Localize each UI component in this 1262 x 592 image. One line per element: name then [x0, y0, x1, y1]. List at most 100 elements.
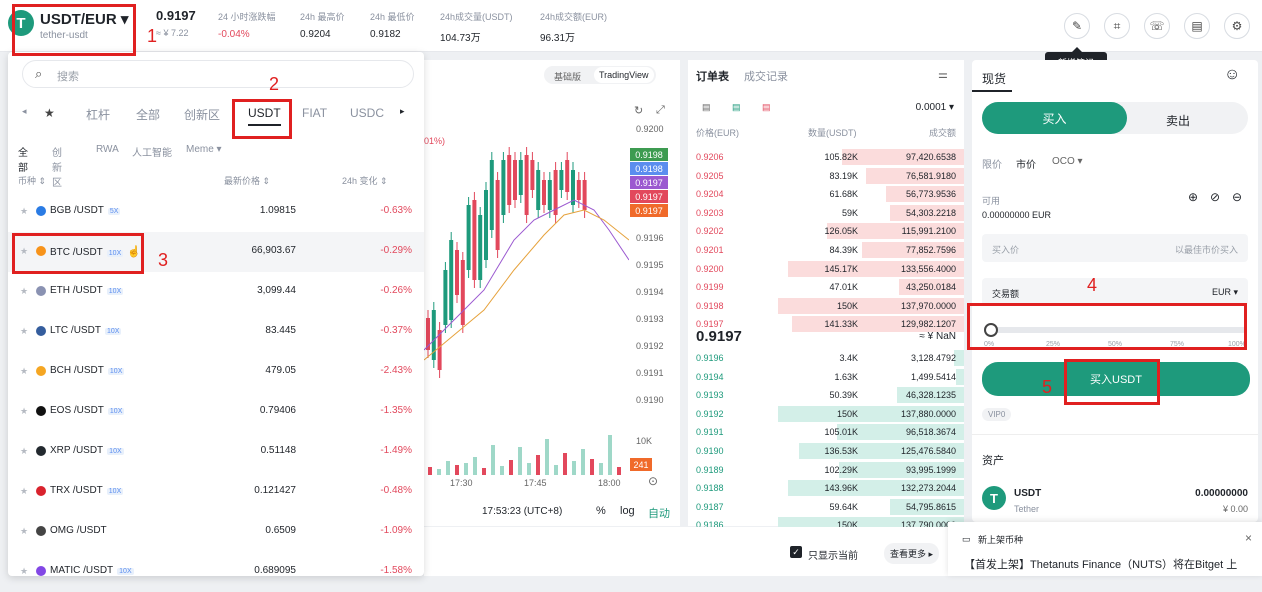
tab-orderbook[interactable]: 订单表	[696, 71, 729, 83]
slider-thumb[interactable]	[984, 323, 998, 337]
only-current-checkbox[interactable]: ✓	[790, 546, 802, 558]
favorite-star-icon[interactable]: ★	[20, 326, 29, 336]
favorite-star-icon[interactable]: ★	[20, 206, 29, 216]
fullscreen-icon[interactable]: ⤢	[656, 104, 665, 116]
bid-row[interactable]: 0.9190 136.53K 125,476.5840	[688, 442, 964, 460]
auto-button[interactable]: 自动	[648, 508, 670, 520]
bid-row[interactable]: 0.9189 102.29K 93,995.1999	[688, 461, 964, 479]
col-coin[interactable]: 币种 ⇕	[18, 176, 47, 186]
listing-notice[interactable]: ▭ 新上架币种 × 【首发上架】Thetanuts Finance（NUTS）将…	[948, 522, 1262, 576]
favorite-star-icon[interactable]: ★	[20, 566, 29, 576]
subtab-all[interactable]: 全部	[18, 148, 28, 174]
type-limit[interactable]: 限价	[982, 160, 1002, 171]
pair-selector[interactable]: USDT/EUR ▾	[40, 11, 129, 28]
tab-fiat[interactable]: FIAT	[302, 106, 328, 120]
chart-mode-switch[interactable]: 基础版 TradingView	[544, 66, 656, 84]
ask-row[interactable]: 0.9198 150K 137,970.0000	[688, 297, 964, 315]
list-item[interactable]: ★ BGB /USDT 5X 1.09815 -0.63%	[8, 192, 424, 232]
log-button[interactable]: log	[620, 505, 635, 517]
ask-row[interactable]: 0.9202 126.05K 115,991.2100	[688, 222, 964, 240]
amount-field[interactable]: 交易额 EUR ▾	[982, 278, 1248, 306]
candle	[501, 160, 506, 215]
type-oco[interactable]: OCO ▾	[1052, 156, 1083, 167]
close-icon[interactable]: ×	[1244, 531, 1252, 545]
view-bids-icon[interactable]: ▤	[732, 102, 741, 112]
calculator-icon[interactable]: ⌗	[1104, 13, 1130, 39]
buy-usdt-button[interactable]: 买入USDT	[982, 362, 1250, 396]
bid-row[interactable]: 0.9191 105.01K 96,518.3674	[688, 423, 964, 441]
support-icon[interactable]: ☏	[1144, 13, 1170, 39]
chart-settings-icon[interactable]: ⊙	[648, 474, 659, 488]
bid-row[interactable]: 0.9188 143.96K 132,273.2044	[688, 479, 964, 497]
ask-row[interactable]: 0.9204 61.68K 56,773.9536	[688, 185, 964, 203]
filter-icon[interactable]: ⚌	[938, 69, 948, 81]
subtab-rwa[interactable]: RWA	[96, 144, 119, 155]
sell-tab[interactable]: 卖出	[1166, 114, 1191, 128]
ask-row[interactable]: 0.9206 105.82K 97,420.6538	[688, 148, 964, 166]
add-funds-icon[interactable]: ⊕	[1188, 190, 1199, 204]
precision-select[interactable]: 0.0001 ▾	[915, 102, 954, 113]
tabs-left-arrow-icon[interactable]: ◂	[22, 106, 27, 116]
ask-row[interactable]: 0.9199 47.01K 43,250.0184	[688, 278, 964, 296]
subtab-ai[interactable]: 人工智能	[132, 148, 172, 159]
favorite-star-icon[interactable]: ★	[20, 286, 29, 296]
bid-row[interactable]: 0.9196 3.4K 3,128.4792	[688, 349, 964, 367]
favorite-star-icon[interactable]: ★	[20, 446, 29, 456]
order-total: 3,128.4792	[910, 353, 956, 363]
list-item[interactable]: ★ XRP /USDT 10X 0.51148 -1.49%	[8, 432, 424, 472]
view-asks-icon[interactable]: ▤	[762, 102, 771, 112]
chart-panel[interactable]: 基础版 TradingView ↻ ⤢ 01%) 0.9200 0.9196 0…	[424, 60, 680, 526]
deposit-icon[interactable]: ⊖	[1232, 190, 1243, 204]
list-item[interactable]: ★ BTC /USDT 10X ☝ 66,903.67 -0.29%	[8, 232, 424, 272]
ask-row[interactable]: 0.9197 141.33K 129,982.1207	[688, 315, 964, 333]
mode-tradingview[interactable]: TradingView	[594, 67, 654, 83]
bid-row[interactable]: 0.9192 150K 137,880.0000	[688, 405, 964, 423]
view-more-button[interactable]: 查看更多 ▸	[884, 543, 940, 564]
col-change[interactable]: 24h 变化 ⇕	[342, 176, 388, 186]
ask-row[interactable]: 0.9201 84.39K 77,852.7596	[688, 241, 964, 259]
list-item[interactable]: ★ BCH /USDT 10X 479.05 -2.43%	[8, 352, 424, 392]
list-item[interactable]: ★ EOS /USDT 10X 0.79406 -1.35%	[8, 392, 424, 432]
list-item[interactable]: ★ TRX /USDT 10X 0.121427 -0.48%	[8, 472, 424, 512]
subtab-meme[interactable]: Meme ▾	[186, 144, 222, 155]
note-icon[interactable]: ✎	[1064, 13, 1090, 39]
ask-row[interactable]: 0.9203 59K 54,303.2218	[688, 204, 964, 222]
bot-icon[interactable]: ☺	[1224, 66, 1241, 83]
amount-slider[interactable]	[984, 327, 1246, 333]
bid-row[interactable]: 0.9193 50.39K 46,328.1235	[688, 386, 964, 404]
list-item[interactable]: ★ OMG /USDT 0.6509 -1.09%	[8, 512, 424, 552]
favorite-star-icon[interactable]: ★	[20, 526, 29, 536]
buy-tab[interactable]: 买入	[982, 102, 1127, 134]
list-item[interactable]: ★ ETH /USDT 10X 3,099.44 -0.26%	[8, 272, 424, 312]
favorite-star-icon[interactable]: ★	[20, 486, 29, 496]
transfer-icon[interactable]: ⊘	[1210, 190, 1221, 204]
favorites-star-icon[interactable]: ★	[44, 106, 55, 120]
favorite-star-icon[interactable]: ★	[20, 366, 29, 376]
tab-margin[interactable]: 杠杆	[86, 108, 111, 122]
bid-row[interactable]: 0.9194 1.63K 1,499.5414	[688, 368, 964, 386]
settings-gear-icon[interactable]: ⚙	[1224, 13, 1250, 39]
subtab-innovation[interactable]: 创新区	[52, 148, 62, 189]
ask-row[interactable]: 0.9200 145.17K 133,556.4000	[688, 260, 964, 278]
mode-basic[interactable]: 基础版	[554, 72, 582, 82]
reload-icon[interactable]: ↻	[634, 105, 644, 117]
tab-all[interactable]: 全部	[136, 108, 161, 122]
tab-innovation[interactable]: 创新区	[184, 108, 221, 122]
ask-row[interactable]: 0.9205 83.19K 76,581.9180	[688, 167, 964, 185]
tabs-right-arrow-icon[interactable]: ▸	[400, 106, 405, 116]
tab-usdc[interactable]: USDC	[350, 106, 385, 120]
list-item[interactable]: ★ MATIC /USDT 10X 0.689095 -1.58%	[8, 552, 424, 592]
book-icon[interactable]: ▤	[1184, 13, 1210, 39]
bid-row[interactable]: 0.9187 59.64K 54,795.8615	[688, 498, 964, 516]
amount-unit-select[interactable]: EUR ▾	[1211, 287, 1238, 297]
list-item[interactable]: ★ LTC /USDT 10X 83.445 -0.37%	[8, 312, 424, 352]
tab-trades[interactable]: 成交记录	[744, 71, 788, 83]
favorite-star-icon[interactable]: ★	[20, 246, 29, 256]
type-market[interactable]: 市价	[1016, 160, 1036, 171]
tab-usdt[interactable]: USDT	[248, 106, 281, 126]
favorite-star-icon[interactable]: ★	[20, 406, 29, 416]
view-both-icon[interactable]: ▤	[702, 102, 711, 112]
search-input[interactable]: ⌕ 搜索	[22, 60, 414, 88]
col-last-price[interactable]: 最新价格 ⇕	[224, 176, 271, 186]
percent-button[interactable]: %	[596, 505, 606, 517]
